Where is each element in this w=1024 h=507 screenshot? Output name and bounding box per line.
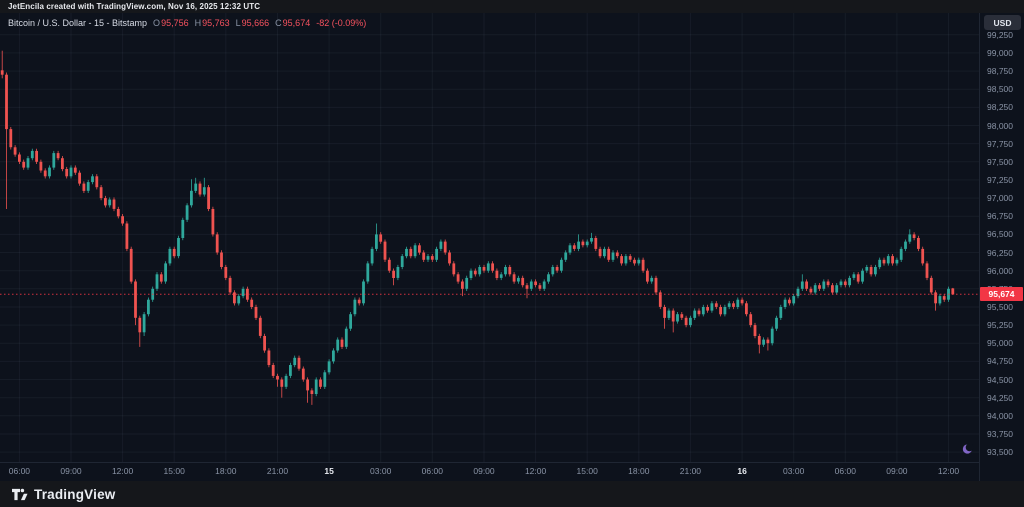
price-axis-label: 96,000 (987, 265, 1013, 276)
time-axis-label: 12:00 (111, 466, 134, 476)
symbol-title: Bitcoin / U.S. Dollar - 15 - Bitstamp (8, 18, 148, 28)
price-axis-label: 95,250 (987, 320, 1013, 331)
price-axis-label: 97,500 (987, 156, 1013, 167)
time-axis-label: 15 (324, 466, 334, 476)
time-axis-label: 18:00 (215, 466, 237, 476)
price-axis-label: 94,750 (987, 356, 1013, 367)
price-axis-label: 96,500 (987, 229, 1013, 240)
legend-change: -82 (-0.09%) (316, 18, 367, 28)
time-axis-label: 06:00 (834, 466, 856, 476)
price-axis-label: 99,250 (987, 29, 1013, 40)
candlestick-chart[interactable] (0, 13, 979, 463)
time-axis-label: 03:00 (370, 466, 392, 476)
legend-close: C 95,674 (275, 18, 311, 28)
price-axis-label: 93,500 (987, 447, 1013, 458)
price-axis-label: 96,750 (987, 211, 1013, 222)
time-axis-label: 03:00 (783, 466, 805, 476)
time-axis-label: 09:00 (60, 466, 82, 476)
price-axis-label: 97,750 (987, 138, 1013, 149)
time-axis-label: 06:00 (421, 466, 443, 476)
time-axis-label: 21:00 (679, 466, 702, 476)
price-axis-label: 97,250 (987, 174, 1013, 185)
time-axis-label: 18:00 (628, 466, 650, 476)
time-axis-label: 09:00 (886, 466, 908, 476)
price-axis-label: 94,000 (987, 410, 1013, 421)
time-axis-label: 16 (737, 466, 747, 476)
price-axis-label: 99,000 (987, 47, 1013, 58)
footer-bar: TradingView (0, 481, 1024, 507)
time-axis-label: 12:00 (937, 466, 960, 476)
time-axis-label: 09:00 (473, 466, 495, 476)
brand-text[interactable]: TradingView (34, 486, 116, 502)
price-axis[interactable]: USD 99,250 99,000 98,750 98,500 98,250 98,000… (979, 13, 1024, 481)
currency-button[interactable]: USD (984, 15, 1021, 30)
time-axis[interactable]: 06:00 09:00 12:00 15:00 18:00 21:00 15 03:00 06:… (0, 462, 979, 481)
legend-open: O 95,756 (153, 18, 189, 28)
legend-high: H 95,763 (194, 18, 230, 28)
time-axis-label: 12:00 (524, 466, 547, 476)
price-axis-label: 95,000 (987, 338, 1013, 349)
price-axis-label: 95,500 (987, 302, 1013, 312)
time-axis-label: 15:00 (576, 466, 598, 476)
last-price-badge: 95,674 (980, 287, 1023, 302)
time-axis-label: 15:00 (163, 466, 185, 476)
price-axis-label: 98,250 (987, 102, 1013, 113)
tradingview-mark-icon (12, 488, 28, 500)
attribution-bar: JetEncila created with TradingView.com, … (0, 0, 1024, 13)
price-axis-label: 98,500 (987, 84, 1013, 95)
time-axis-label: 06:00 (8, 466, 31, 476)
legend-low: L 95,666 (235, 18, 270, 28)
time-axis-label: 21:00 (266, 466, 289, 476)
price-axis-label: 93,750 (987, 429, 1013, 439)
price-axis-label: 98,750 (987, 66, 1013, 77)
price-axis-label: 97,000 (987, 193, 1013, 204)
moon-icon (962, 442, 974, 454)
attribution-text: JetEncila created with TradingView.com, … (8, 2, 261, 11)
price-axis-label: 94,250 (987, 392, 1013, 403)
price-axis-label: 98,000 (987, 120, 1013, 131)
price-axis-label: 96,250 (987, 247, 1013, 258)
price-axis-label: 94,500 (987, 374, 1013, 385)
